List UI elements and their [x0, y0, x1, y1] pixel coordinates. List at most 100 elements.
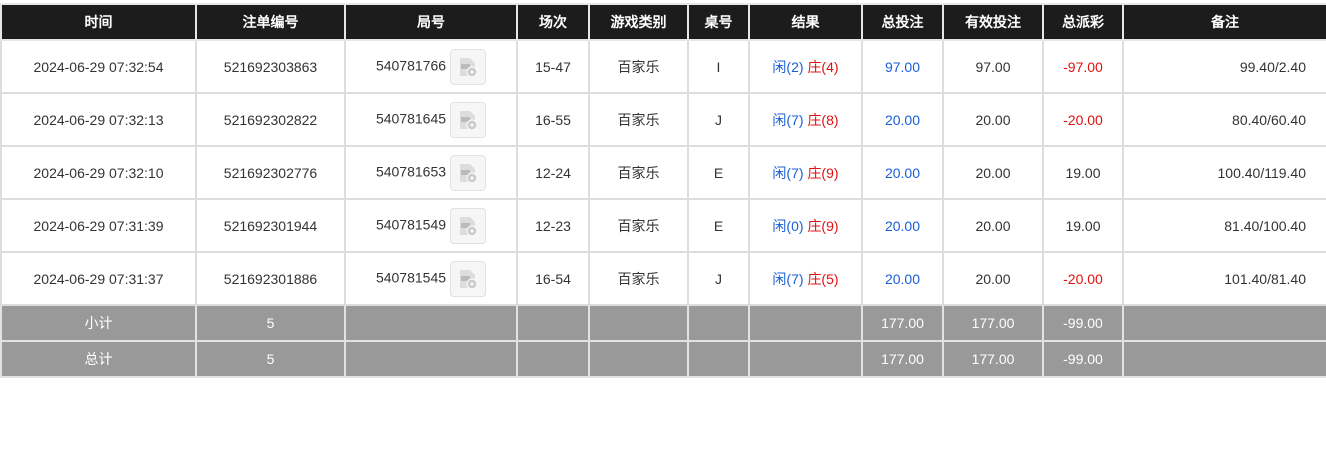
round-id: 540781545	[375, 269, 447, 286]
table-no: E	[687, 145, 750, 200]
total-bet: 20.00	[861, 251, 944, 306]
valid-bet: 20.00	[942, 251, 1044, 306]
col-payout: 总派彩	[1042, 3, 1124, 41]
valid-bet: 20.00	[942, 198, 1044, 253]
round-cell: 540781545	[344, 251, 518, 306]
shoe: 16-54	[516, 251, 590, 306]
valid-bet: 20.00	[942, 145, 1044, 200]
result: 闲(7) 庄(5)	[748, 251, 863, 306]
remark: 100.40/119.40	[1122, 145, 1326, 200]
banker-result: 庄(9)	[807, 164, 839, 181]
video-replay-icon[interactable]	[450, 207, 487, 244]
time: 2024-06-29 07:32:13	[0, 92, 197, 147]
valid-bet: 97.00	[942, 39, 1044, 94]
total-bet: 20.00	[861, 198, 944, 253]
total-bet: 97.00	[861, 39, 944, 94]
result: 闲(7) 庄(8)	[748, 92, 863, 147]
summary-count: 5	[195, 340, 346, 378]
remark: 80.40/60.40	[1122, 92, 1326, 147]
round-id: 540781653	[375, 163, 447, 180]
payout: 19.00	[1042, 145, 1124, 200]
bet-records-table: 时间 注单编号 局号 场次 游戏类别 桌号 结果 总投注 有效投注 总派彩 备注…	[0, 3, 1326, 378]
video-replay-icon[interactable]	[450, 154, 487, 191]
total-bet: 20.00	[861, 145, 944, 200]
player-result: 闲(0)	[772, 217, 804, 234]
bet-id: 521692302776	[195, 145, 346, 200]
shoe: 12-23	[516, 198, 590, 253]
banker-result: 庄(5)	[807, 270, 839, 287]
video-replay-icon[interactable]	[450, 101, 487, 138]
game-type: 百家乐	[588, 251, 689, 306]
bet-id: 521692303863	[195, 39, 346, 94]
time: 2024-06-29 07:31:39	[0, 198, 197, 253]
col-remark: 备注	[1122, 3, 1326, 41]
payout: -20.00	[1042, 251, 1124, 306]
summary-label: 总计	[0, 340, 197, 378]
banker-result: 庄(9)	[807, 217, 839, 234]
total-bet: 20.00	[861, 92, 944, 147]
round-id: 540781645	[375, 110, 447, 127]
round-id: 540781549	[375, 216, 447, 233]
total-row: 总计 5 177.00 177.00 -99.00	[0, 340, 1326, 378]
col-valid-bet: 有效投注	[942, 3, 1044, 41]
table-no: E	[687, 198, 750, 253]
remark: 101.40/81.40	[1122, 251, 1326, 306]
summary-total-bet: 177.00	[861, 304, 944, 342]
summary-label: 小计	[0, 304, 197, 342]
col-shoe: 场次	[516, 3, 590, 41]
table-no: J	[687, 251, 750, 306]
round-cell: 540781766	[344, 39, 518, 94]
payout: -97.00	[1042, 39, 1124, 94]
round-cell: 540781653	[344, 145, 518, 200]
remark: 81.40/100.40	[1122, 198, 1326, 253]
time: 2024-06-29 07:32:54	[0, 39, 197, 94]
bet-id: 521692301886	[195, 251, 346, 306]
result: 闲(2) 庄(4)	[748, 39, 863, 94]
game-type: 百家乐	[588, 198, 689, 253]
payout: -20.00	[1042, 92, 1124, 147]
summary-count: 5	[195, 304, 346, 342]
round-cell: 540781645	[344, 92, 518, 147]
result: 闲(0) 庄(9)	[748, 198, 863, 253]
subtotal-row: 小计 5 177.00 177.00 -99.00	[0, 304, 1326, 342]
table-no: J	[687, 92, 750, 147]
bet-id: 521692302822	[195, 92, 346, 147]
game-type: 百家乐	[588, 145, 689, 200]
game-type: 百家乐	[588, 39, 689, 94]
table-row: 2024-06-29 07:31:39 521692301944 5407815…	[0, 198, 1326, 253]
banker-result: 庄(4)	[807, 58, 839, 75]
round-cell: 540781549	[344, 198, 518, 253]
banker-result: 庄(8)	[807, 111, 839, 128]
player-result: 闲(7)	[772, 164, 804, 181]
table-no: I	[687, 39, 750, 94]
round-id: 540781766	[375, 57, 447, 74]
table-row: 2024-06-29 07:32:13 521692302822 5407816…	[0, 92, 1326, 147]
shoe: 12-24	[516, 145, 590, 200]
table-row: 2024-06-29 07:32:10 521692302776 5407816…	[0, 145, 1326, 200]
col-round: 局号	[344, 3, 518, 41]
payout: 19.00	[1042, 198, 1124, 253]
video-replay-icon[interactable]	[450, 48, 487, 85]
table-row: 2024-06-29 07:31:37 521692301886 5407815…	[0, 251, 1326, 306]
table-row: 2024-06-29 07:32:54 521692303863 5407817…	[0, 39, 1326, 94]
summary-valid-bet: 177.00	[942, 304, 1044, 342]
shoe: 16-55	[516, 92, 590, 147]
shoe: 15-47	[516, 39, 590, 94]
summary-valid-bet: 177.00	[942, 340, 1044, 378]
col-total-bet: 总投注	[861, 3, 944, 41]
table-header: 时间 注单编号 局号 场次 游戏类别 桌号 结果 总投注 有效投注 总派彩 备注	[0, 3, 1326, 41]
remark: 99.40/2.40	[1122, 39, 1326, 94]
video-replay-icon[interactable]	[450, 260, 487, 297]
summary-payout: -99.00	[1042, 304, 1124, 342]
bet-id: 521692301944	[195, 198, 346, 253]
col-game: 游戏类别	[588, 3, 689, 41]
col-table: 桌号	[687, 3, 750, 41]
time: 2024-06-29 07:31:37	[0, 251, 197, 306]
summary-total-bet: 177.00	[861, 340, 944, 378]
time: 2024-06-29 07:32:10	[0, 145, 197, 200]
valid-bet: 20.00	[942, 92, 1044, 147]
player-result: 闲(7)	[772, 111, 804, 128]
result: 闲(7) 庄(9)	[748, 145, 863, 200]
col-time: 时间	[0, 3, 197, 41]
col-bet-id: 注单编号	[195, 3, 346, 41]
